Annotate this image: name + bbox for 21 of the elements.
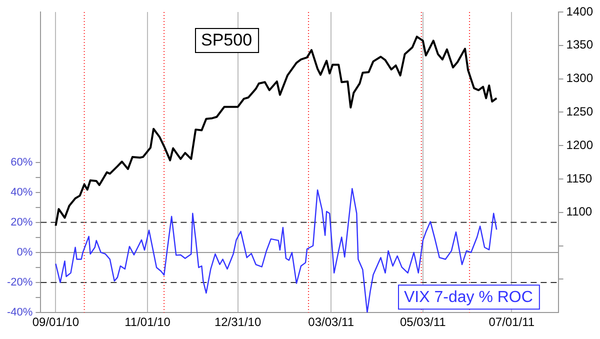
y-tick-label: -20% [6, 276, 33, 289]
x-tick-label: 12/31/10 [214, 315, 262, 330]
x-tick-label: 07/01/11 [488, 315, 535, 330]
y-tick-label: 60% [10, 156, 33, 168]
text: SP500 [201, 30, 252, 50]
x-tick-label: 09/01/10 [32, 315, 80, 330]
x-tick-label: 03/03/11 [308, 315, 354, 330]
y2-tick-label: 1150 [566, 171, 592, 186]
y2-tick-label: 1300 [566, 71, 594, 86]
series-label: VIX 7-day % ROC [404, 289, 533, 306]
y2-tick-label: 1400 [566, 4, 594, 18]
y2-tick-label: 1200 [566, 138, 594, 152]
y-tick-label: 0% [16, 246, 33, 259]
y-tick-label: -40% [6, 306, 33, 319]
y2-tick-label: 1100 [566, 204, 592, 219]
y2-tick-label: 1250 [566, 104, 594, 119]
y-tick-label: 40% [10, 186, 33, 198]
y-tick-label: 20% [10, 216, 33, 228]
x-tick-label: 11/01/10 [124, 315, 171, 330]
x-tick-label: 05/03/11 [400, 315, 446, 330]
y2-tick-label: 1350 [566, 38, 594, 52]
